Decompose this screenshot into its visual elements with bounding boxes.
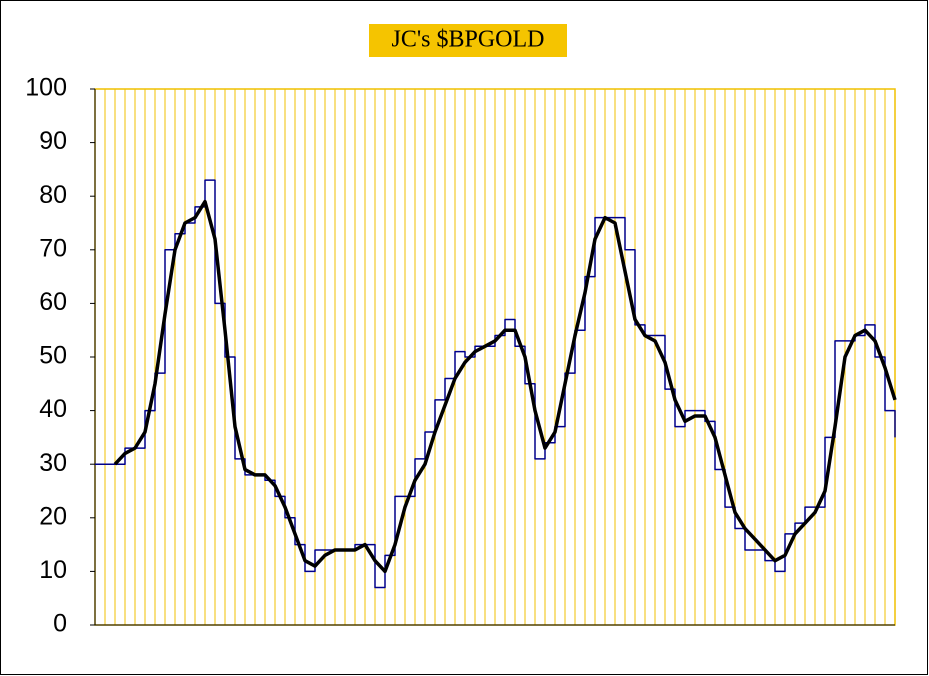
y-tick-label: 0: [53, 610, 67, 638]
y-tick-label: 100: [25, 74, 67, 102]
chart-title: JC's $BPGOLD: [391, 27, 544, 53]
y-tick-label: 90: [39, 127, 67, 155]
y-tick-label: 30: [39, 449, 67, 477]
y-tick-label: 20: [39, 502, 67, 530]
y-tick-label: 80: [39, 181, 67, 209]
y-tick-label: 10: [39, 556, 67, 584]
y-tick-label: 70: [39, 234, 67, 262]
y-tick-label: 40: [39, 395, 67, 423]
y-tick-label: 60: [39, 288, 67, 316]
title-background: [369, 24, 567, 57]
series-line: [95, 179, 896, 589]
series-line: [113, 199, 897, 574]
y-tick-label: 50: [39, 342, 67, 370]
